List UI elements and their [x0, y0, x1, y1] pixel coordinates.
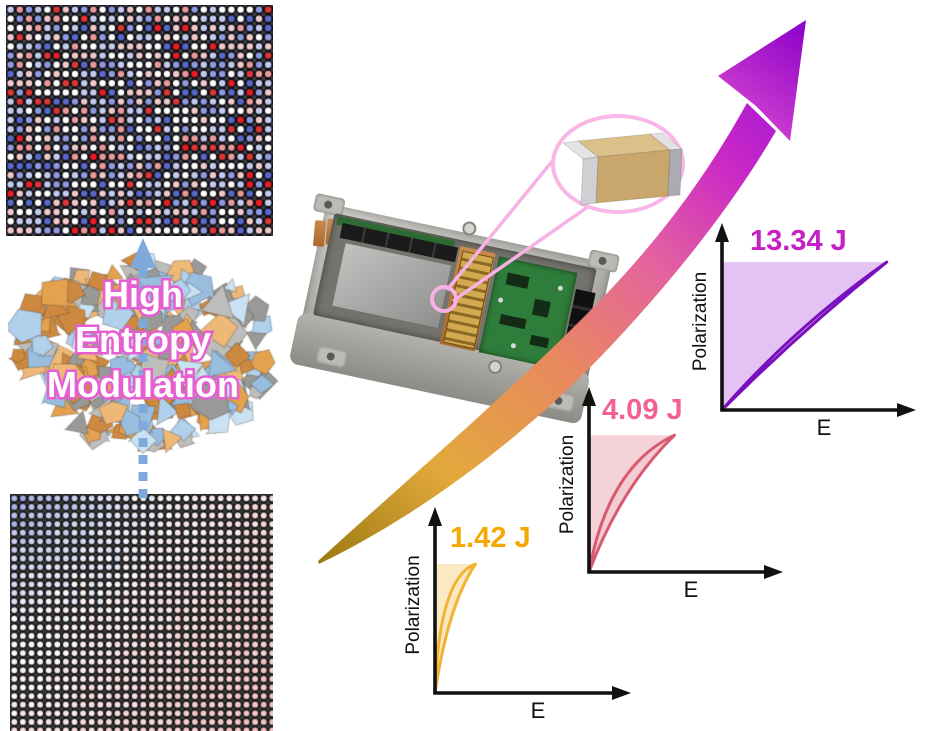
hem-line-1: High	[103, 274, 183, 315]
ordered-lattice-image	[10, 494, 273, 731]
y-axis-label: Polarization	[690, 272, 711, 371]
hem-line-2: Entropy	[75, 319, 211, 360]
pe-hysteresis-loop	[433, 562, 477, 695]
pe-hysteresis-loop	[720, 260, 889, 412]
x-axis-arrowhead	[897, 403, 916, 417]
y-axis-arrowhead	[582, 387, 596, 406]
y-axis-label: Polarization	[557, 435, 578, 534]
pe-chart-4.09J: Polarization E 4.09 J	[557, 387, 783, 602]
x-axis-label: E	[817, 415, 832, 440]
energy-growth-arrow	[318, 20, 806, 564]
x-axis-label: E	[531, 698, 546, 723]
modulation-arrowhead	[130, 238, 156, 268]
pe-hysteresis-loop	[587, 433, 677, 574]
energy-label: 1.42 J	[450, 522, 531, 554]
pe-chart-13.34J: Polarization E 13.34 J	[690, 223, 916, 440]
disordered-lattice-image	[6, 5, 273, 236]
energy-density-area	[722, 262, 887, 410]
y-axis-arrowhead	[428, 507, 442, 526]
capacitor-callout	[430, 114, 685, 313]
y-axis-label: Polarization	[403, 555, 424, 654]
y-axis-arrowhead	[715, 223, 729, 242]
x-axis-arrowhead	[764, 565, 783, 579]
energy-label: 13.34 J	[750, 225, 847, 257]
arrow-head	[718, 20, 806, 141]
callout-ring-small	[430, 285, 458, 313]
mlcc-capacitor	[561, 132, 684, 206]
modulation-arrow	[130, 238, 156, 498]
x-axis-label: E	[684, 577, 699, 602]
energy-label: 4.09 J	[602, 394, 683, 426]
energy-density-area	[589, 435, 675, 572]
hem-line-3: Modulation	[47, 364, 239, 405]
energy-density-area	[435, 564, 476, 693]
pe-chart-1.42J: Polarization E 1.42 J	[403, 507, 631, 723]
x-axis-arrowhead	[612, 686, 631, 700]
arrow-shaft	[318, 103, 776, 564]
hem-label: High Entropy Modulation	[45, 272, 242, 408]
